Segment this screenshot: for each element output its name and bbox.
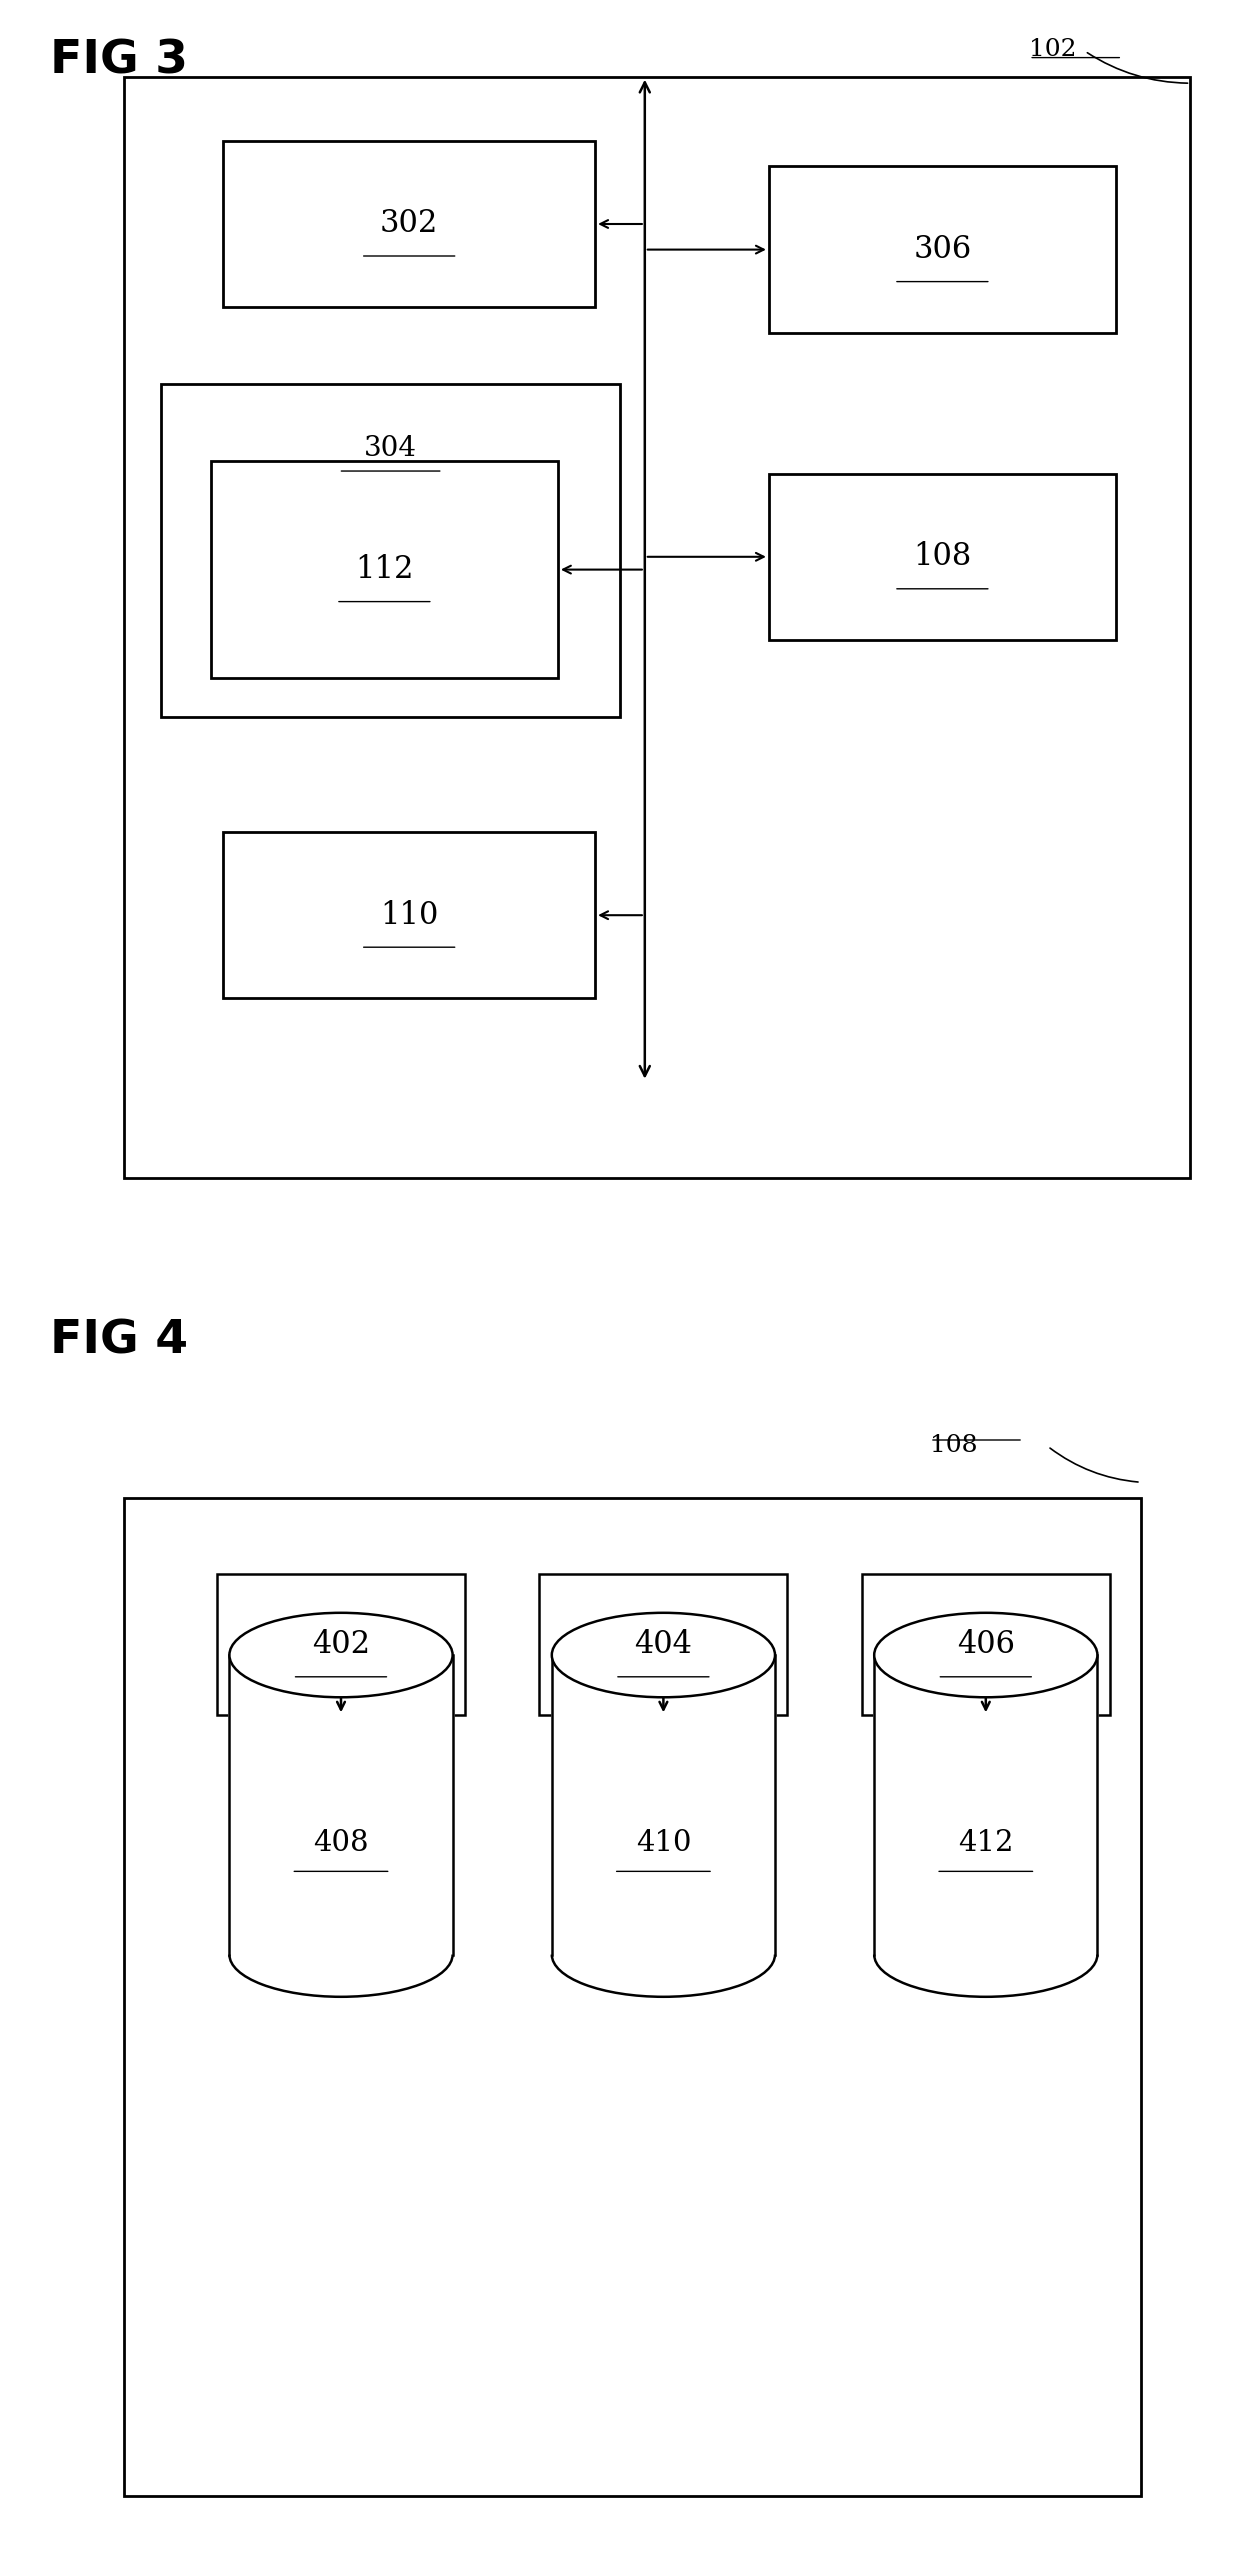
Bar (161, 384, 620, 717)
Bar (539, 1574, 787, 1715)
Bar (769, 166, 1116, 333)
Text: 402: 402 (312, 1628, 370, 1661)
Bar (885, 1656, 1086, 1956)
Bar (223, 141, 595, 307)
Text: 408: 408 (314, 1830, 368, 1856)
Text: 302: 302 (379, 207, 439, 241)
Text: FIG 4: FIG 4 (50, 1318, 187, 1364)
Bar (223, 832, 595, 998)
Bar (229, 1656, 453, 1956)
Text: 108: 108 (914, 540, 971, 573)
Bar (241, 1656, 441, 1956)
Ellipse shape (552, 1613, 775, 1697)
Text: 306: 306 (914, 233, 971, 266)
Ellipse shape (229, 1613, 453, 1697)
Bar (874, 1656, 1097, 1956)
Bar (124, 1498, 1141, 2496)
Text: 406: 406 (957, 1628, 1014, 1661)
Text: 102: 102 (1029, 38, 1076, 61)
Text: 412: 412 (959, 1830, 1013, 1856)
Bar (211, 461, 558, 678)
Bar (124, 77, 1190, 1178)
Text: FIG 3: FIG 3 (50, 38, 187, 84)
Bar (862, 1574, 1110, 1715)
Bar (563, 1656, 764, 1956)
Ellipse shape (874, 1613, 1097, 1697)
Text: 108: 108 (930, 1434, 977, 1457)
Text: 112: 112 (355, 553, 414, 586)
Text: 304: 304 (365, 435, 417, 461)
Text: 410: 410 (636, 1830, 691, 1856)
Bar (552, 1656, 775, 1956)
Text: 110: 110 (379, 899, 439, 932)
Bar (217, 1574, 465, 1715)
Bar (769, 474, 1116, 640)
Text: 404: 404 (635, 1628, 692, 1661)
